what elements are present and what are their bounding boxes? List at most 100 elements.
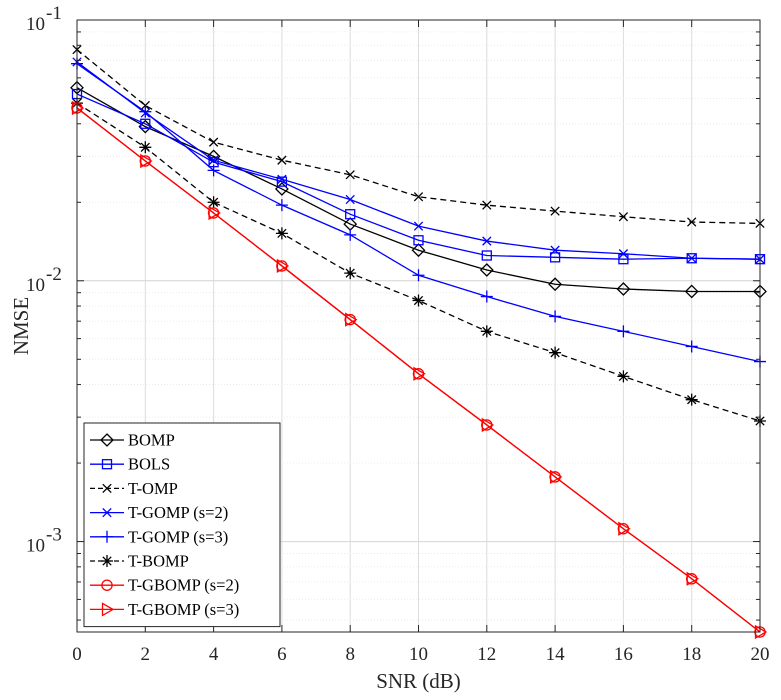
marker-plus xyxy=(101,530,113,543)
marker-x xyxy=(413,221,424,231)
x-tick-label: 2 xyxy=(141,644,151,665)
legend-label: T-BOMP xyxy=(128,552,189,571)
series-line xyxy=(76,87,760,293)
x-axis-title: SNR (dB) xyxy=(376,669,461,693)
legend-box xyxy=(83,422,281,628)
marker-x xyxy=(550,206,560,216)
legend-entry: T-GOMP (s=3) xyxy=(90,527,228,546)
y-tick-exponent: -1 xyxy=(46,3,62,24)
y-tick-exponent: -2 xyxy=(46,264,62,285)
x-tick-label: 10 xyxy=(409,644,428,665)
marker-square xyxy=(101,459,113,470)
marker-plus xyxy=(617,325,630,338)
legend-label: T-OMP xyxy=(128,479,178,498)
marker-square xyxy=(481,250,492,261)
marker-x xyxy=(102,507,112,518)
legend: BOMP BOLS T-OMP T-GOMP (s=2) T-GOMP (s=3) T-B… xyxy=(83,422,281,628)
marker-diamond xyxy=(274,182,289,196)
marker-plus xyxy=(549,310,562,323)
marker-x xyxy=(618,212,629,222)
marker-square xyxy=(413,235,424,246)
marker-triangle-right xyxy=(276,258,290,274)
legend-entry: T-GBOMP (s=2) xyxy=(90,576,239,595)
series-line xyxy=(76,93,761,260)
marker-triangle-right xyxy=(208,205,221,221)
marker-x xyxy=(277,155,287,165)
legend-label: T-GBOMP (s=2) xyxy=(128,576,239,595)
legend-entry: BOMP xyxy=(90,431,175,450)
series-line xyxy=(76,107,761,633)
marker-triangle-right xyxy=(345,312,358,327)
series-bols xyxy=(71,88,766,265)
legend-entry: BOLS xyxy=(90,455,170,474)
legend-label: T-GBOMP (s=3) xyxy=(128,600,239,619)
legend-entry: T-GOMP (s=2) xyxy=(90,503,228,522)
marker-x xyxy=(102,483,112,494)
y-tick-label: 10 xyxy=(26,14,45,35)
marker-square xyxy=(276,176,288,187)
marker-asterisk xyxy=(139,141,152,154)
x-tick-label: 4 xyxy=(209,644,219,665)
marker-square xyxy=(140,118,151,129)
legend-label: T-GOMP (s=3) xyxy=(128,527,228,546)
marker-diamond xyxy=(548,277,563,292)
marker-x xyxy=(482,236,492,246)
y-tick-exponent: -3 xyxy=(46,525,62,546)
marker-asterisk xyxy=(344,267,357,280)
marker-triangle-right xyxy=(549,469,563,485)
y-axis-title: NMSE xyxy=(9,297,33,355)
series-t-gbomp-s-3 xyxy=(71,100,768,640)
x-tick-label: 12 xyxy=(477,644,496,665)
series-t-gomp-s-3 xyxy=(71,57,766,368)
y-tick-label: 10 xyxy=(26,536,45,557)
marker-asterisk xyxy=(617,370,630,383)
x-tick-label: 6 xyxy=(277,644,287,665)
marker-diamond xyxy=(616,282,631,296)
marker-diamond xyxy=(411,243,426,258)
marker-plus xyxy=(207,164,220,177)
y-tick-label: 10 xyxy=(26,275,45,296)
legend-entry: T-BOMP xyxy=(90,552,189,571)
legend-entry: T-GBOMP (s=3) xyxy=(90,600,239,619)
marker-asterisk xyxy=(480,325,493,338)
x-tick-label: 20 xyxy=(751,644,770,665)
marker-asterisk xyxy=(412,294,425,307)
marker-asterisk xyxy=(549,346,562,359)
marker-triangle-right xyxy=(101,602,115,617)
marker-square xyxy=(549,252,561,263)
marker-x xyxy=(687,253,697,263)
marker-triangle-right xyxy=(71,100,85,116)
marker-x xyxy=(208,155,219,165)
marker-x xyxy=(345,194,355,205)
marker-plus xyxy=(344,228,357,241)
x-tick-label: 16 xyxy=(614,644,633,665)
marker-x xyxy=(345,170,355,180)
legend-label: T-GOMP (s=2) xyxy=(128,503,228,522)
series-t-bomp xyxy=(71,97,766,427)
series-t-gomp-s-2 xyxy=(72,57,765,264)
x-tick-label: 0 xyxy=(72,644,82,665)
marker-plus xyxy=(685,340,698,353)
marker-x xyxy=(277,174,287,184)
marker-square xyxy=(345,209,356,220)
marker-x xyxy=(550,245,560,255)
marker-diamond xyxy=(100,433,114,447)
marker-x xyxy=(482,200,492,210)
legend-label: BOMP xyxy=(128,431,175,450)
marker-x xyxy=(208,137,219,147)
marker-x xyxy=(618,249,629,259)
marker-triangle-right xyxy=(481,417,495,433)
marker-plus xyxy=(275,199,288,212)
marker-triangle-right xyxy=(413,366,426,381)
x-tick-label: 8 xyxy=(345,644,355,665)
marker-circle xyxy=(101,579,113,591)
legend-label: BOLS xyxy=(128,455,170,474)
x-tick-label: 18 xyxy=(682,644,701,665)
legend-entry: T-OMP xyxy=(90,479,178,498)
marker-asterisk xyxy=(275,227,288,240)
marker-plus xyxy=(480,290,493,303)
marker-diamond xyxy=(684,284,699,299)
marker-square xyxy=(618,254,629,265)
